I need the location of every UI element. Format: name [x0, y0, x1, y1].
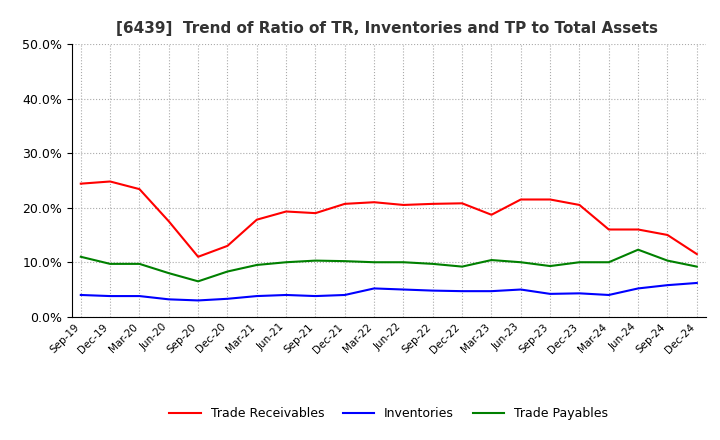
Trade Receivables	[253, 217, 261, 222]
Trade Payables	[663, 258, 672, 263]
Trade Receivables	[223, 243, 232, 249]
Inventories	[605, 292, 613, 297]
Trade Receivables	[311, 210, 320, 216]
Trade Receivables	[428, 201, 437, 206]
Trade Receivables	[282, 209, 290, 214]
Trade Receivables	[458, 201, 467, 206]
Trade Receivables	[106, 179, 114, 184]
Line: Inventories: Inventories	[81, 283, 697, 301]
Inventories	[164, 297, 173, 302]
Trade Payables	[76, 254, 85, 260]
Trade Payables	[253, 262, 261, 268]
Trade Payables	[164, 271, 173, 276]
Inventories	[516, 287, 525, 292]
Text: [6439]  Trend of Ratio of TR, Inventories and TP to Total Assets: [6439] Trend of Ratio of TR, Inventories…	[117, 21, 658, 36]
Trade Payables	[282, 260, 290, 265]
Trade Payables	[516, 260, 525, 265]
Trade Receivables	[370, 200, 379, 205]
Trade Receivables	[341, 201, 349, 206]
Inventories	[311, 293, 320, 299]
Inventories	[341, 292, 349, 297]
Trade Payables	[194, 279, 202, 284]
Trade Payables	[399, 260, 408, 265]
Legend: Trade Receivables, Inventories, Trade Payables: Trade Receivables, Inventories, Trade Pa…	[164, 402, 613, 425]
Inventories	[76, 292, 85, 297]
Inventories	[194, 298, 202, 303]
Inventories	[546, 291, 554, 297]
Inventories	[135, 293, 144, 299]
Trade Payables	[546, 264, 554, 269]
Inventories	[428, 288, 437, 293]
Trade Receivables	[575, 202, 584, 208]
Trade Receivables	[399, 202, 408, 208]
Trade Receivables	[516, 197, 525, 202]
Trade Payables	[693, 264, 701, 269]
Inventories	[458, 289, 467, 294]
Trade Receivables	[546, 197, 554, 202]
Trade Payables	[341, 259, 349, 264]
Trade Payables	[370, 260, 379, 265]
Inventories	[663, 282, 672, 288]
Trade Receivables	[164, 219, 173, 224]
Inventories	[282, 292, 290, 297]
Trade Payables	[605, 260, 613, 265]
Trade Payables	[311, 258, 320, 263]
Trade Payables	[135, 261, 144, 267]
Trade Receivables	[605, 227, 613, 232]
Trade Payables	[458, 264, 467, 269]
Trade Receivables	[194, 254, 202, 260]
Line: Trade Receivables: Trade Receivables	[81, 181, 697, 257]
Trade Receivables	[135, 187, 144, 192]
Trade Receivables	[76, 181, 85, 186]
Inventories	[399, 287, 408, 292]
Inventories	[487, 289, 496, 294]
Line: Trade Payables: Trade Payables	[81, 249, 697, 281]
Trade Receivables	[634, 227, 642, 232]
Inventories	[693, 280, 701, 286]
Trade Receivables	[663, 232, 672, 238]
Inventories	[370, 286, 379, 291]
Trade Receivables	[487, 212, 496, 217]
Inventories	[253, 293, 261, 299]
Trade Payables	[428, 261, 437, 267]
Trade Receivables	[693, 251, 701, 257]
Trade Payables	[634, 247, 642, 252]
Trade Payables	[575, 260, 584, 265]
Inventories	[634, 286, 642, 291]
Trade Payables	[487, 257, 496, 263]
Inventories	[575, 291, 584, 296]
Trade Payables	[223, 269, 232, 274]
Inventories	[223, 296, 232, 301]
Inventories	[106, 293, 114, 299]
Trade Payables	[106, 261, 114, 267]
